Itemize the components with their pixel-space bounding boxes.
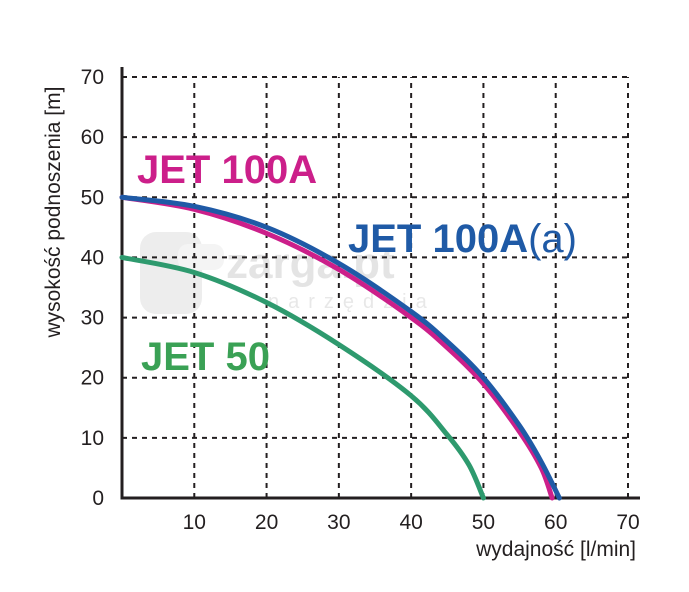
y-tick-label: 50: [81, 186, 104, 209]
x-tick-label: 70: [616, 511, 639, 534]
x-tick-label: 50: [472, 511, 495, 534]
y-tick-label: 0: [92, 487, 104, 510]
x-tick-label: 30: [327, 511, 350, 534]
series-label-jet-100a-a: JET 100A(a): [348, 217, 577, 261]
x-tick-label: 60: [544, 511, 567, 534]
series-curves: [119, 194, 562, 501]
series-label-jet-100a-a-main: JET 100A: [348, 217, 528, 261]
y-tick-label: 20: [81, 367, 104, 390]
x-tick-labels: 10 20 30 40 50 60 70: [183, 511, 640, 534]
y-tick-label: 70: [81, 66, 104, 89]
y-tick-labels: 0 10 20 30 40 50 60 70: [81, 66, 104, 510]
y-tick-label: 10: [81, 427, 104, 450]
x-tick-label: 20: [255, 511, 278, 534]
y-axis-title: wysokość podnoszenia [m]: [42, 87, 65, 339]
series-label-jet-100a-a-suffix: (a): [528, 217, 577, 261]
series-line-jet-100a: [119, 194, 555, 501]
series-label-jet-100a: JET 100A: [137, 148, 317, 192]
watermark-logo: [140, 232, 224, 314]
series-line-jet-50: [119, 254, 486, 501]
y-tick-label: 40: [81, 246, 104, 269]
y-tick-label: 60: [81, 126, 104, 149]
series-label-jet-50: JET 50: [141, 335, 270, 379]
series-line-jet-100a-a: [119, 194, 562, 501]
x-tick-label: 40: [399, 511, 422, 534]
x-axis-title: wydajność [l/min]: [475, 538, 636, 561]
grid: [122, 76, 629, 498]
y-tick-label: 30: [81, 307, 104, 330]
x-tick-label: 10: [183, 511, 206, 534]
